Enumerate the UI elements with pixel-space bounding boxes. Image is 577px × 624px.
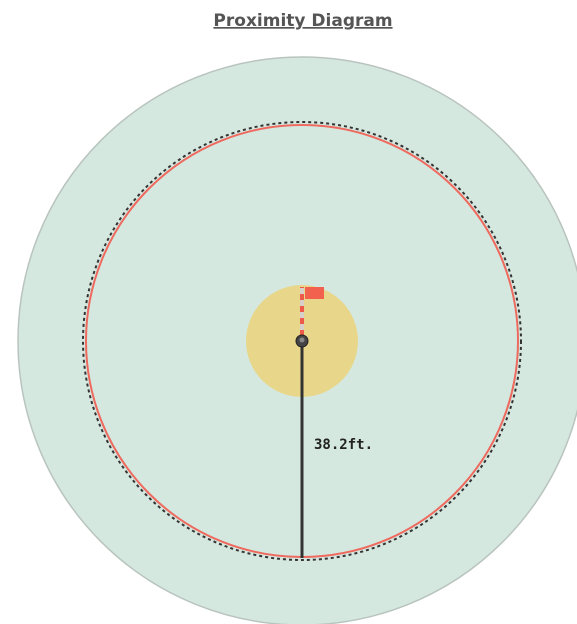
- hole-center: [299, 337, 305, 343]
- diagram-title: Proximity Diagram: [213, 11, 392, 31]
- distance-label: 38.2ft.: [314, 437, 373, 453]
- dashed-circle: [82, 121, 522, 561]
- flag: [305, 287, 324, 299]
